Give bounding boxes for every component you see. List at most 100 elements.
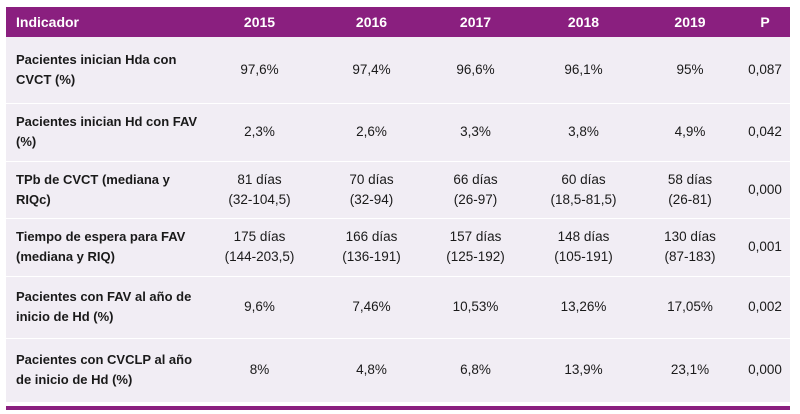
value-cell: 157 días (125-192) (424, 217, 527, 276)
value-text: 2,3% (244, 124, 275, 139)
value-cell: 60 días (18,5-81,5) (527, 160, 640, 218)
value-range-text: (87-183) (664, 249, 716, 264)
table-header-row: Indicador 2015 2016 2017 2018 2019 P (6, 7, 790, 37)
value-cell: 8% (200, 337, 319, 402)
table-row: Tiempo de espera para FAV (mediana y RIQ… (6, 217, 790, 276)
p-value-cell: 0,000 (740, 160, 790, 218)
table-row: Pacientes con CVCLP al año de inicio de … (6, 337, 790, 402)
value-cell: 4,8% (319, 337, 424, 402)
row-label: Pacientes con FAV al año de inicio de Hd… (6, 275, 200, 338)
value-text: 96,6% (456, 61, 495, 77)
header-year: 2015 (243, 14, 276, 30)
value-cell: 58 días (26-81) (640, 160, 740, 218)
value-cell: 9,6% (200, 275, 319, 338)
value-cell: 66 días (26-97) (424, 160, 527, 218)
value-range-text: (125-192) (446, 249, 505, 264)
row-label-line: CVCT (%) (16, 71, 76, 87)
value-text: 66 días (453, 171, 498, 187)
value-cell: 97,4% (319, 37, 424, 103)
value-text: 8% (249, 362, 270, 378)
value-text: 175 días (233, 229, 286, 244)
value-range-text: (32-104,5) (228, 191, 291, 207)
value-text: 4,9% (674, 124, 706, 139)
value-text: 58 días (667, 171, 713, 187)
value-cell: 81 días (32-104,5) (200, 160, 319, 218)
row-label-line: (mediana y RIQ) (16, 249, 115, 264)
row-label: Tiempo de espera para FAV (mediana y RIQ… (6, 217, 200, 276)
value-cell: 7,46% (319, 275, 424, 338)
value-cell: 148 días (105-191) (527, 217, 640, 276)
header-year: 2016 (355, 14, 388, 30)
p-value-cell: 0,002 (740, 275, 790, 338)
row-label: Pacientes inician Hd con FAV (%) (6, 102, 200, 161)
p-value-cell: 0,000 (740, 337, 790, 402)
value-text: 23,1% (670, 362, 710, 378)
row-label: Pacientes inician Hda con CVCT (%) (6, 37, 200, 103)
value-cell: 3,8% (527, 102, 640, 161)
value-text: 2,6% (356, 124, 387, 139)
value-text: 7,46% (352, 299, 391, 314)
value-cell: 70 días (32-94) (319, 160, 424, 218)
table-bottom-border (6, 406, 790, 410)
value-range-text: (32-94) (349, 191, 394, 207)
value-cell: 3,3% (424, 102, 527, 161)
row-label-line: RIQc) (16, 191, 51, 207)
table-row: Pacientes con FAV al año de inicio de Hd… (6, 275, 790, 338)
value-cell: 96,1% (527, 37, 640, 103)
value-cell: 13,26% (527, 275, 640, 338)
value-cell: 2,6% (319, 102, 424, 161)
p-value-cell: 0,087 (748, 61, 782, 77)
value-text: 60 días (561, 171, 606, 187)
value-range-text: (26-81) (668, 191, 712, 207)
value-text: 166 días (345, 229, 398, 244)
value-text: 148 días (557, 229, 610, 244)
value-text: 10,53% (452, 299, 499, 314)
value-text: 97,4% (352, 61, 391, 77)
value-range-text: (18,5-81,5) (550, 191, 617, 207)
p-value-cell: 0,042 (740, 102, 790, 161)
indicators-table: Indicador 2015 2016 2017 2018 2019 P Pac… (6, 7, 790, 402)
value-range-text: (26-97) (453, 191, 498, 207)
table-row: Pacientes inician Hda con CVCT (%) 97,6%… (6, 37, 790, 103)
value-text: 17,05% (667, 299, 713, 314)
row-label-line: Pacientes con CVCLP al año (16, 352, 193, 368)
header-year: 2019 (674, 14, 706, 30)
value-cell: 4,9% (640, 102, 740, 161)
row-label-line: TPb de CVCT (mediana y (16, 171, 170, 187)
value-cell: 175 días (144-203,5) (200, 217, 319, 276)
value-text: 3,8% (568, 124, 599, 139)
value-cell: 23,1% (640, 337, 740, 402)
value-text: 13,26% (560, 299, 607, 314)
header-p: P (760, 14, 770, 30)
value-cell: 166 días (136-191) (319, 217, 424, 276)
header-year: 2017 (459, 14, 492, 30)
value-cell: 130 días (87-183) (640, 217, 740, 276)
value-text: 96,1% (564, 61, 603, 77)
value-cell: 97,6% (200, 37, 319, 103)
row-label-line: inicio de Hd (%) (16, 309, 114, 324)
table-row: Pacientes inician Hd con FAV (%) 2,3% 2,… (6, 102, 790, 161)
row-label-line: (%) (16, 134, 37, 149)
value-cell: 10,53% (424, 275, 527, 338)
value-text: 157 días (449, 229, 502, 244)
p-value-cell: 0,001 (740, 217, 790, 276)
value-cell: 13,9% (527, 337, 640, 402)
value-range-text: (105-191) (554, 249, 613, 264)
value-text: 130 días (664, 229, 716, 244)
value-text: 3,3% (460, 124, 491, 139)
value-cell: 95% (640, 37, 740, 103)
row-label-line: Pacientes inician Hd con FAV (16, 114, 198, 129)
header-year: 2018 (567, 14, 600, 30)
value-range-text: (144-203,5) (224, 249, 295, 264)
value-text: 95% (676, 61, 704, 77)
data-table-container: Indicador 2015 2016 2017 2018 2019 P Pac… (6, 7, 790, 402)
value-range-text: (136-191) (342, 249, 401, 264)
row-label: Pacientes con CVCLP al año de inicio de … (6, 337, 200, 402)
row-label-line: Tiempo de espera para FAV (16, 229, 186, 244)
row-label-line: Pacientes inician Hda con (16, 51, 177, 67)
row-label-line: Pacientes con FAV al año de (16, 289, 192, 304)
row-label: TPb de CVCT (mediana y RIQc) (6, 160, 200, 218)
value-text: 97,6% (240, 61, 279, 77)
value-text: 9,6% (244, 299, 275, 314)
value-text: 6,8% (460, 362, 491, 378)
